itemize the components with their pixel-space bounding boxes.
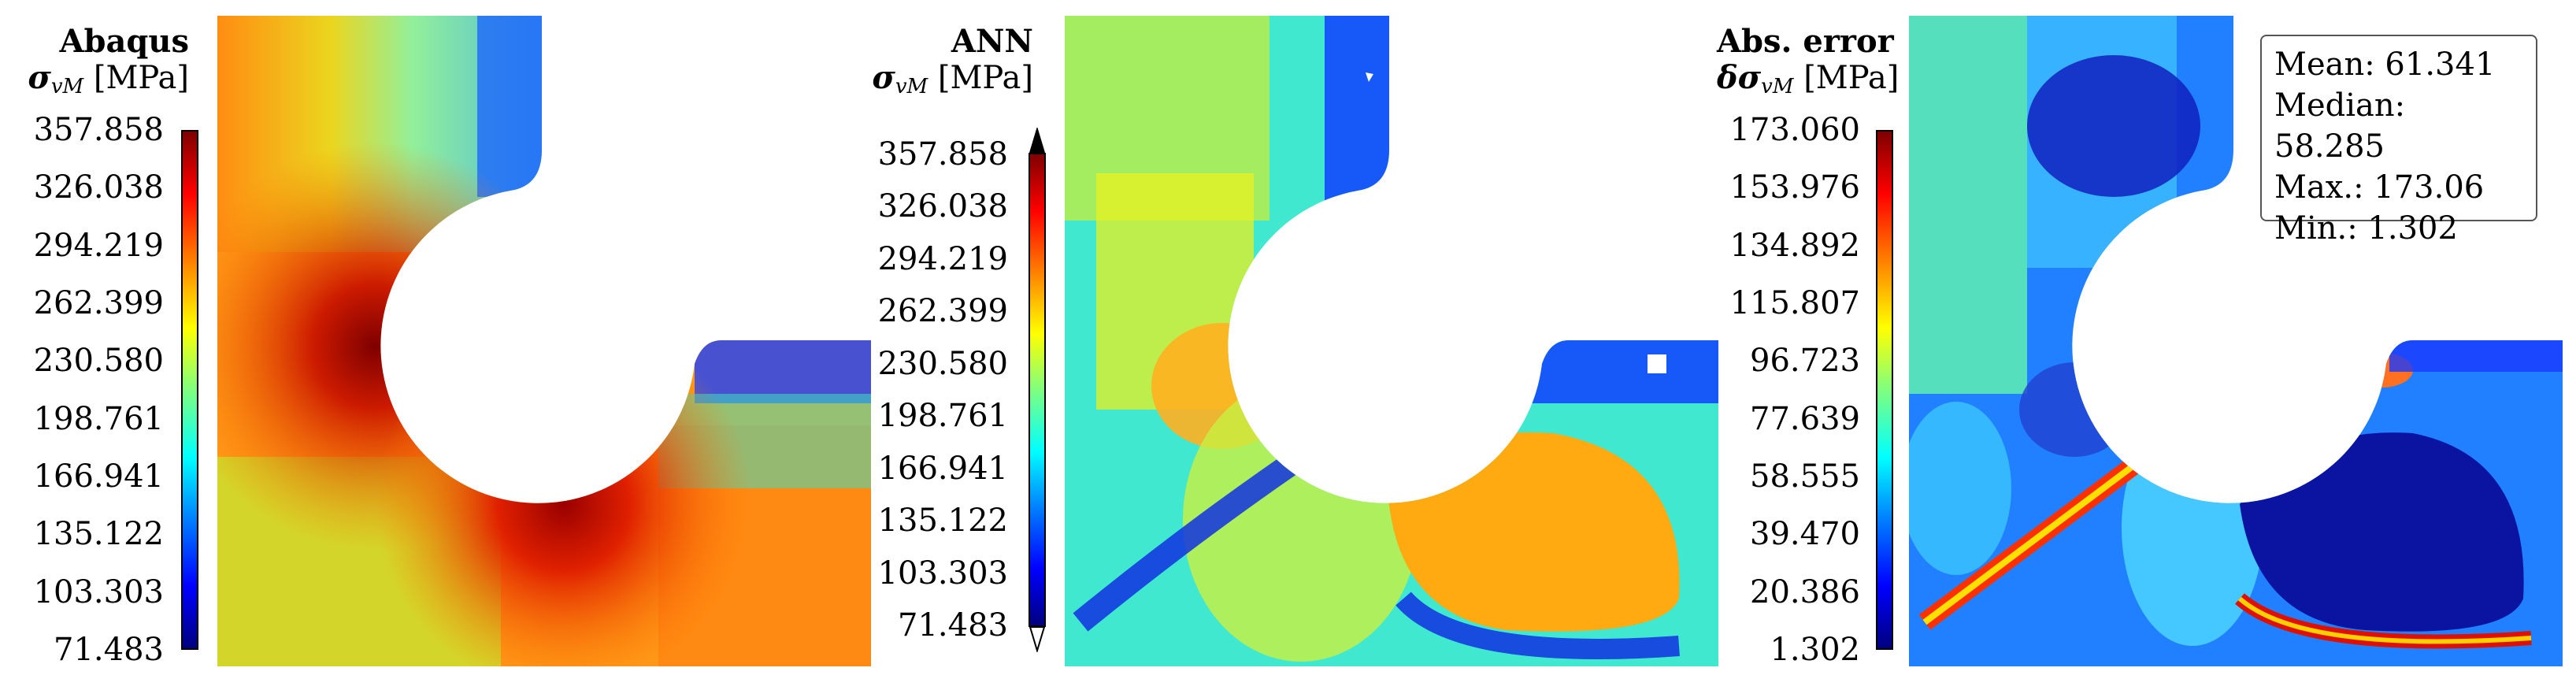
tick-label: 1.302 xyxy=(1770,632,1860,668)
tick-label: 198.761 xyxy=(33,400,164,437)
quantity-label: σvM [MPa] xyxy=(866,60,1033,105)
quantity-subscript: vM xyxy=(895,75,928,98)
tick-label: 134.892 xyxy=(1729,227,1860,264)
panel-abaqus: Abaqus σvM [MPa] 357.858 326.038 294.219… xyxy=(0,0,874,690)
tick-label: 166.941 xyxy=(33,458,164,495)
panel-ann: ANN σvM [MPa] 357.858 326.038 294.219 26… xyxy=(866,0,1733,690)
tick-label: 39.470 xyxy=(1750,516,1860,553)
tick-label: 326.038 xyxy=(877,188,1008,225)
title-block: ANN σvM [MPa] xyxy=(866,24,1033,105)
quantity-unit: [MPa] xyxy=(937,60,1033,96)
quantity-label: σvM [MPa] xyxy=(0,60,189,105)
tick-label: 103.303 xyxy=(877,555,1008,592)
tick-label: 198.761 xyxy=(877,398,1008,435)
stat-median: Median: 58.285 xyxy=(2274,87,2406,165)
panel-title: ANN xyxy=(951,23,1033,60)
tick-label: 173.060 xyxy=(1729,112,1860,148)
quantity-symbol: σ xyxy=(28,59,51,96)
tick-label: 357.858 xyxy=(33,112,164,148)
tick-label: 294.219 xyxy=(877,240,1008,277)
colorbar xyxy=(1876,130,1893,650)
quantity-unit: [MPa] xyxy=(1803,60,1900,96)
quantity-unit: [MPa] xyxy=(93,60,189,96)
tick-label: 294.219 xyxy=(33,227,164,264)
tick-label: 357.858 xyxy=(877,136,1008,172)
title-block: Abaqus σvM [MPa] xyxy=(0,24,189,105)
colorbar-extend-top xyxy=(1029,128,1046,154)
tick-label: 135.122 xyxy=(33,516,164,553)
colorbar-extend-bottom xyxy=(1029,626,1046,652)
colorbar-ticks: 357.858 326.038 294.219 262.399 230.580 … xyxy=(0,114,164,666)
tick-label: 326.038 xyxy=(33,169,164,206)
tick-label: 166.941 xyxy=(877,450,1008,487)
stat-mean: Mean: 61.341 xyxy=(2274,46,2496,83)
tick-label: 58.555 xyxy=(1750,458,1860,495)
panel-title: Abaqus xyxy=(59,23,190,60)
colorbar-ticks: 357.858 326.038 294.219 262.399 230.580 … xyxy=(866,139,1008,641)
quantity-subscript: vM xyxy=(1761,75,1794,98)
stress-field-abaqus xyxy=(217,16,871,666)
colorbar xyxy=(1029,153,1046,627)
tick-label: 135.122 xyxy=(877,503,1008,540)
tick-label: 77.639 xyxy=(1750,400,1860,437)
tick-label: 20.386 xyxy=(1750,573,1860,610)
tick-label: 96.723 xyxy=(1750,343,1860,380)
tick-label: 153.976 xyxy=(1729,169,1860,206)
stat-max: Max.: 173.06 xyxy=(2274,169,2485,206)
colorbar xyxy=(181,130,198,650)
error-statistics-box: Mean: 61.341 Median: 58.285 Max.: 173.06… xyxy=(2260,35,2537,247)
tick-label: 262.399 xyxy=(33,284,164,321)
stress-field-ann xyxy=(1065,16,1718,666)
quantity-symbol: δσ xyxy=(1717,59,1762,96)
tick-label: 103.303 xyxy=(33,573,164,610)
quantity-subscript: vM xyxy=(50,75,84,98)
tick-label: 230.580 xyxy=(877,345,1008,382)
panel-title: Abs. error xyxy=(1717,23,1894,60)
stat-min: Min.: 1.302 xyxy=(2274,210,2458,247)
quantity-symbol: σ xyxy=(872,59,895,96)
tick-label: 230.580 xyxy=(33,343,164,380)
tick-label: 71.483 xyxy=(54,632,164,668)
title-block: Abs. error δσvM [MPa] xyxy=(1717,23,1899,105)
tick-label: 262.399 xyxy=(877,293,1008,330)
tick-label: 115.807 xyxy=(1729,284,1860,321)
quantity-label: δσvM [MPa] xyxy=(1717,59,1899,105)
tick-label: 71.483 xyxy=(898,607,1008,644)
colorbar-ticks: 173.060 153.976 134.892 115.807 96.723 7… xyxy=(1717,114,1860,666)
